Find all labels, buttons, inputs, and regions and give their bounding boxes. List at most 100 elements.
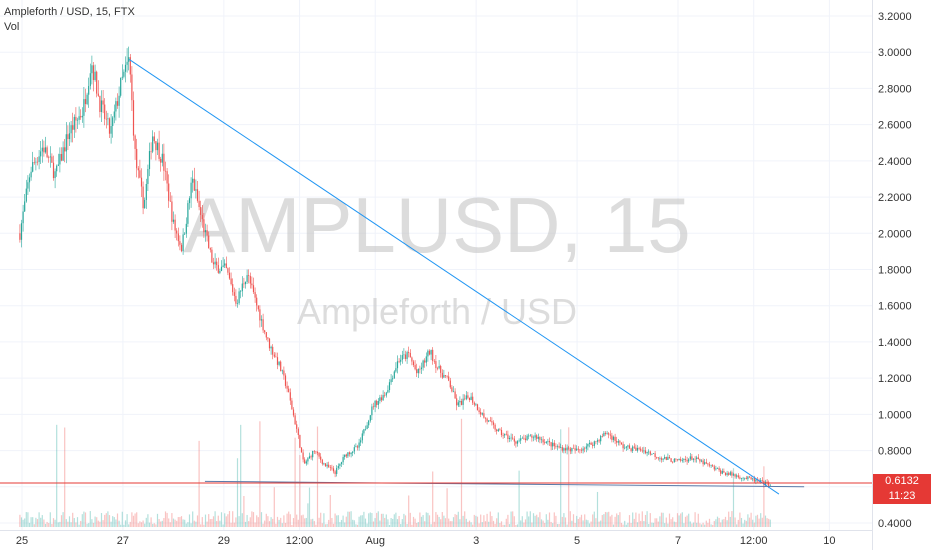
candle-body — [748, 476, 751, 478]
candle-body — [366, 425, 368, 429]
candle-body — [409, 352, 411, 358]
candle-body — [667, 457, 669, 460]
volume-bar — [740, 517, 743, 527]
volume-bar — [729, 516, 731, 527]
candle-body — [89, 73, 91, 87]
volume-bar — [716, 516, 719, 527]
volume-bar — [704, 524, 706, 527]
candle-body — [617, 441, 619, 443]
volume-indicator-label[interactable]: Vol — [4, 21, 20, 33]
candle-body — [420, 367, 423, 370]
volume-bar — [625, 524, 627, 527]
volume-bar — [65, 519, 67, 527]
volume-bar — [643, 521, 645, 527]
volume-bar — [86, 523, 88, 527]
volume-bar — [176, 520, 178, 527]
volume-bar — [651, 522, 653, 527]
candle-body — [32, 162, 34, 172]
volume-bar — [30, 517, 32, 527]
candle-body — [638, 447, 640, 449]
volume-bar — [344, 522, 346, 527]
volume-bar — [262, 523, 264, 527]
candle-body — [232, 284, 234, 293]
volume-bar — [382, 513, 384, 527]
volume-bar — [51, 523, 53, 527]
volume-bar — [764, 515, 767, 527]
candle-body — [129, 57, 131, 75]
watermark-name: Ampleforth / USD — [297, 291, 577, 332]
volume-bar — [254, 522, 256, 527]
candle-body — [24, 201, 26, 212]
candle-body — [59, 153, 61, 165]
volume-bar — [736, 524, 738, 527]
candle-body — [449, 380, 451, 388]
candle-body — [577, 448, 579, 450]
volume-bar — [721, 519, 723, 527]
candle-body — [526, 435, 528, 441]
candle-body — [584, 448, 586, 450]
volume-bar — [302, 514, 304, 527]
trendlines[interactable] — [128, 59, 805, 495]
volume-bar — [547, 519, 549, 527]
candle-body — [480, 412, 482, 415]
candle-body — [353, 447, 355, 452]
time-tick-label: 7 — [675, 535, 681, 547]
volume-bar — [571, 520, 573, 527]
candle-body — [627, 445, 629, 447]
time-axis[interactable]: 25 27 29 12:00 Aug 3 5 7 12:00 10 — [0, 530, 872, 548]
volume-bar — [52, 518, 55, 527]
candle-body — [256, 297, 258, 306]
candle-body — [230, 278, 232, 285]
watermark-ticker: AMPLUSD, 15 — [183, 181, 690, 269]
candle-body — [113, 111, 115, 118]
candle-body — [513, 438, 515, 442]
candle-body — [153, 136, 155, 142]
candle-body — [654, 453, 656, 458]
volume-bar — [726, 520, 728, 527]
candle-body — [713, 466, 715, 470]
volume-bar — [356, 524, 359, 527]
candle-body — [531, 435, 533, 438]
candle-body — [321, 459, 323, 464]
volume-bar — [489, 511, 491, 527]
price-axis[interactable]: 3.2000 3.0000 2.8000 2.6000 2.4000 2.2000 2.00… — [872, 0, 912, 550]
volume-bar — [105, 513, 107, 527]
volume-bar — [91, 519, 93, 527]
volume-bar — [259, 421, 261, 527]
candle-body — [572, 448, 575, 449]
volume-bar — [665, 517, 667, 527]
candle-body — [100, 100, 103, 113]
volume-bar — [166, 512, 168, 527]
volume-bar — [433, 521, 435, 527]
volume-bar — [380, 513, 383, 527]
volume-bar — [494, 523, 496, 527]
volume-bar — [752, 519, 754, 527]
candle-body — [737, 475, 739, 478]
volume-bar — [686, 515, 688, 527]
time-tick-label: 12:00 — [286, 535, 314, 547]
volume-bar — [260, 512, 263, 527]
volume-bar — [689, 521, 691, 527]
volume-bar — [512, 511, 514, 527]
candle-body — [537, 436, 539, 439]
candle-body — [19, 233, 21, 240]
volume-bar — [766, 518, 768, 527]
candle-body — [686, 459, 688, 462]
volume-bar — [156, 513, 159, 527]
volume-bar — [305, 517, 307, 527]
volume-bar — [673, 521, 675, 527]
volume-bar — [608, 511, 610, 527]
candle-body — [120, 77, 122, 96]
candle-body — [380, 397, 383, 401]
candle-body — [502, 435, 504, 436]
candle-body — [272, 346, 274, 355]
volume-bar — [510, 511, 512, 527]
volume-bar — [366, 523, 368, 527]
candle-body — [243, 283, 245, 285]
candle-body — [20, 223, 23, 240]
candle-body — [633, 446, 635, 448]
volume-bar — [152, 523, 154, 527]
volume-bar — [28, 522, 31, 527]
volume-bar — [97, 520, 99, 527]
